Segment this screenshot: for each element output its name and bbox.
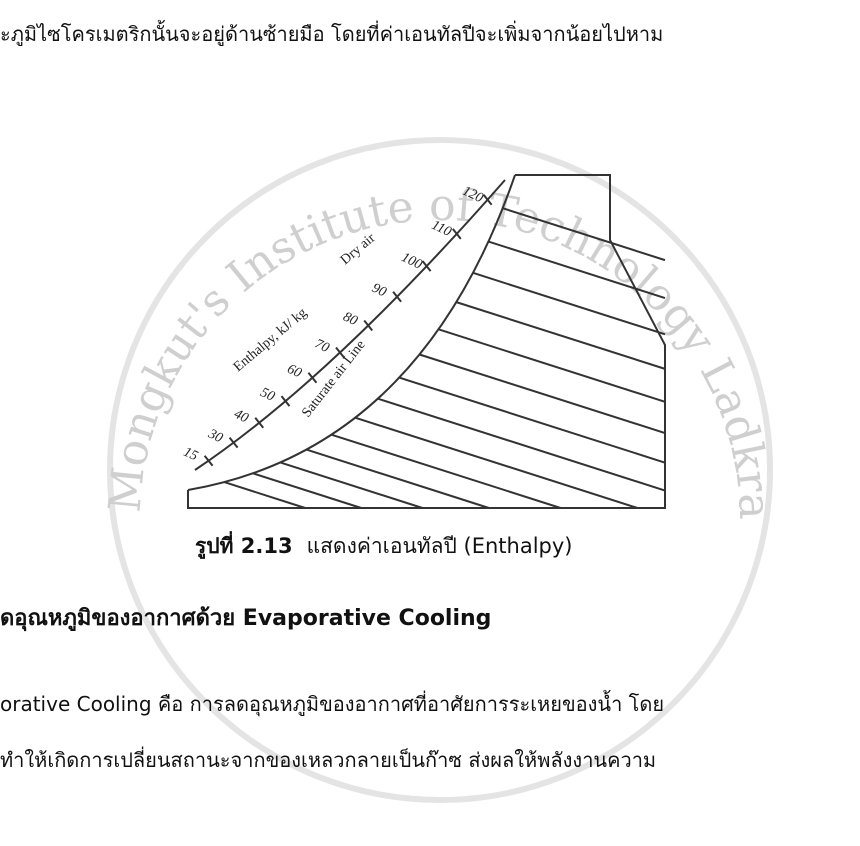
enthalpy-line (223, 481, 306, 509)
scale-tick-label: 60 (285, 362, 304, 382)
scale-tick (363, 319, 374, 332)
scale-tick-label: 15 (181, 445, 200, 465)
scale-tick (280, 395, 291, 407)
scale-tick (335, 346, 345, 359)
scale-tick (421, 260, 432, 272)
enthalpy-line (502, 207, 666, 262)
scale-tick-label: 30 (205, 426, 225, 446)
enthalpy-line (398, 376, 666, 464)
saturation-curve (187, 174, 516, 491)
enthalpy-line (331, 433, 561, 509)
scale-tick (482, 194, 493, 206)
diagram (187, 174, 666, 509)
scale-tick (452, 228, 462, 240)
caption: รูปที่ 2.13 แสดงค่าเอนทัลปี (Enthalpy) (195, 530, 573, 563)
scale-tick (307, 372, 318, 384)
scale-tick-label: 40 (232, 407, 251, 427)
text-line: ทำให้เกิดการเปลี่ยนสถานะจากของเหลวกลายเป… (0, 748, 657, 772)
watermark-ring (107, 137, 773, 803)
text-line: ะภูมิไซโครเมตริกนั้นจะอยู่ด้านซ้ายมือ โด… (0, 22, 664, 46)
caption-text: แสดงค่าเอนทัลปี (Enthalpy) (306, 534, 573, 558)
scale-tick-label: 80 (341, 310, 360, 330)
enthalpy-line (456, 301, 666, 370)
section-heading: ดอุณหภูมิของอากาศด้วย Evaporative Coolin… (0, 606, 492, 631)
text-line: orative Cooling คือ การลดอุณหภูมิของอากา… (0, 692, 665, 716)
enthalpy-line (488, 240, 666, 300)
boundary (187, 174, 666, 509)
enthalpy-line (377, 397, 666, 492)
enthalpy-line (354, 416, 638, 509)
enthalpy-line (252, 472, 362, 509)
enthalpy-line (306, 448, 490, 509)
caption-number: รูปที่ 2.13 (195, 534, 293, 558)
scale-tick (254, 417, 264, 429)
enthalpy-line (279, 461, 423, 509)
enthalpy-line (419, 353, 666, 435)
scale-tick (392, 291, 402, 303)
scale-tick-label: 70 (312, 337, 331, 357)
scale-tick (228, 437, 239, 449)
scale-tick-label: 100 (399, 250, 424, 272)
scale-tick-label: 50 (258, 385, 277, 405)
enthalpy-line (438, 328, 666, 403)
scale-tick-label: 90 (369, 281, 388, 301)
scale-tick (203, 455, 214, 467)
enthalpy-line (472, 271, 666, 336)
